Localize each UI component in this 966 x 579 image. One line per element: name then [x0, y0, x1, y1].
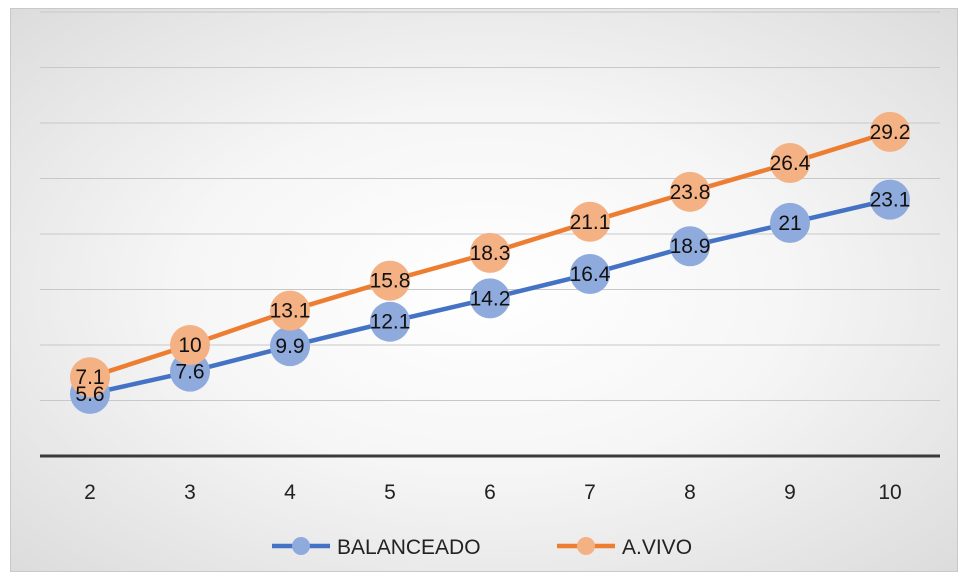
data-label: 12.1 — [370, 311, 411, 334]
x-tick-labels: 2 3 4 5 6 7 8 9 10 — [84, 481, 902, 504]
legend-label: A.VIVO — [622, 536, 692, 559]
data-point-marker — [670, 226, 710, 267]
data-label: 7.6 — [175, 361, 204, 384]
data-point-marker — [270, 290, 310, 331]
data-labels: 5.6 7.6 9.9 12.1 14.2 16.4 18.9 21 23.1 7.1 10 13.1… — [75, 121, 910, 406]
data-label: 23.1 — [870, 189, 911, 212]
data-label: 10 — [178, 334, 201, 357]
legend-marker — [292, 537, 310, 555]
x-tick-label: 8 — [684, 481, 696, 504]
data-label: 14.2 — [470, 287, 511, 310]
legend: BALANCEADO A.VIVO — [272, 536, 692, 559]
x-tick-label: 5 — [384, 481, 396, 504]
data-label: 5.6 — [75, 383, 104, 406]
data-point-marker — [470, 278, 510, 319]
data-point-marker — [570, 253, 610, 294]
series — [70, 111, 910, 414]
data-label: 7.1 — [75, 366, 104, 389]
data-point-marker — [770, 202, 810, 243]
data-label: 16.4 — [570, 263, 611, 286]
x-tick-label: 3 — [184, 481, 196, 504]
data-point-marker — [670, 171, 710, 212]
data-label: 9.9 — [275, 335, 304, 358]
data-label: 26.4 — [770, 152, 811, 175]
data-label: 23.8 — [670, 181, 711, 204]
data-label: 21.1 — [570, 211, 611, 234]
data-label: 15.8 — [370, 270, 411, 293]
x-tick-label: 6 — [484, 481, 496, 504]
x-tick-label: 9 — [784, 481, 796, 504]
data-point-marker — [170, 325, 210, 365]
legend-label: BALANCEADO — [337, 536, 481, 559]
data-label: 13.1 — [270, 300, 311, 323]
data-point-marker — [70, 357, 110, 398]
data-point-marker — [770, 142, 810, 183]
data-point-marker — [270, 326, 310, 367]
data-point-marker — [870, 111, 910, 152]
data-point-marker — [870, 179, 910, 220]
data-label: 18.3 — [470, 242, 511, 265]
x-tick-label: 2 — [84, 481, 96, 504]
legend-marker — [577, 537, 595, 555]
data-point-marker — [370, 260, 410, 301]
data-label: 29.2 — [870, 121, 911, 144]
x-tick-label: 7 — [584, 481, 596, 504]
data-point-marker — [370, 301, 410, 342]
x-tick-label: 10 — [878, 481, 901, 504]
data-label: 18.9 — [670, 235, 711, 258]
data-label: 21 — [778, 212, 801, 235]
data-point-marker — [570, 201, 610, 242]
x-tick-label: 4 — [284, 481, 296, 504]
data-point-marker — [470, 232, 510, 273]
